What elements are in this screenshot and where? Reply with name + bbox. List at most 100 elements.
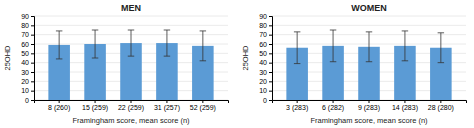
- tick-label: 31 (257): [154, 104, 180, 112]
- tick-mark: [31, 25, 34, 26]
- tick-label: 60: [259, 41, 267, 48]
- tick-mark: [269, 16, 272, 17]
- x-axis-title: Framingham score, mean score (n): [310, 116, 428, 125]
- tick-mark: [31, 100, 34, 101]
- tick-mark: [269, 72, 272, 73]
- tick-label: 90: [21, 13, 29, 20]
- tick-label: 30: [259, 69, 267, 76]
- tick: 52 (259): [190, 100, 216, 112]
- tick-label: 15 (259): [82, 104, 108, 112]
- tick-mark: [404, 100, 405, 103]
- tick-mark: [269, 91, 272, 92]
- error-bar: [402, 31, 408, 61]
- tick: 30: [259, 69, 272, 76]
- tick-mark: [31, 81, 34, 82]
- tick: 28 (280): [428, 100, 454, 112]
- tick: 14 (283): [392, 100, 418, 112]
- tick-mark: [369, 100, 370, 103]
- axis-line: [31, 17, 35, 101]
- tick: 8 (260): [48, 100, 70, 112]
- tick: 0: [25, 97, 34, 104]
- grid-line: [272, 25, 466, 26]
- tick-label: 8 (260): [48, 104, 70, 112]
- tick-mark: [31, 35, 34, 36]
- tick: 31 (257): [154, 100, 180, 112]
- error-bar: [200, 31, 206, 61]
- tick-label: 70: [21, 31, 29, 38]
- tick-label: 52 (259): [190, 104, 216, 112]
- tick-label: 6 (282): [322, 104, 344, 112]
- tick-mark: [131, 100, 132, 103]
- tick-mark: [269, 81, 272, 82]
- grid: [272, 16, 466, 100]
- grid-line: [272, 16, 466, 17]
- tick-label: 20: [21, 78, 29, 85]
- tick-label: 22 (259): [118, 104, 144, 112]
- error-bar: [164, 30, 170, 56]
- tick-label: 10: [259, 87, 267, 94]
- tick: 70: [21, 31, 34, 38]
- tick-label: 14 (283): [392, 104, 418, 112]
- tick: 9 (283): [358, 100, 380, 112]
- tick: 60: [259, 41, 272, 48]
- x-axis-title: Framingham score, mean score (n): [72, 116, 190, 125]
- tick: 10: [259, 87, 272, 94]
- y-axis-title: 25OHD: [3, 45, 12, 71]
- tick-mark: [440, 100, 441, 103]
- tick: 3 (283): [286, 100, 308, 112]
- tick-label: 10: [21, 87, 29, 94]
- tick: 30: [21, 69, 34, 76]
- y-axis: 0 10 20 30 40 50 60 70 80 90: [259, 13, 272, 104]
- tick-mark: [31, 16, 34, 17]
- tick-label: 20: [259, 78, 267, 85]
- tick-label: 80: [21, 22, 29, 29]
- tick-mark: [31, 72, 34, 73]
- tick: 15 (259): [82, 100, 108, 112]
- tick-label: 28 (280): [428, 104, 454, 112]
- tick-label: 50: [21, 50, 29, 57]
- tick: 80: [259, 22, 272, 29]
- tick-mark: [202, 100, 203, 103]
- axis-line: [35, 101, 229, 104]
- tick: 22 (259): [118, 100, 144, 112]
- tick-mark: [269, 53, 272, 54]
- tick: 40: [21, 59, 34, 66]
- tick-label: 90: [259, 13, 267, 20]
- axis-line: [273, 101, 467, 104]
- panel: 0 10 20 30 40 50 60 70 80 90 3 (283) 6 (282) 9 (283)…: [241, 3, 467, 125]
- error-bar: [128, 30, 134, 56]
- error-bar: [56, 31, 62, 59]
- tick-mark: [31, 44, 34, 45]
- tick-mark: [95, 100, 96, 103]
- error-bar: [438, 33, 444, 63]
- panel: 0 10 20 30 40 50 60 70 80 90 8 (260) 15 (259) 22 (25…: [3, 3, 229, 125]
- error-bar: [330, 30, 336, 62]
- tick: 90: [21, 13, 34, 20]
- tick-label: 0: [263, 97, 267, 104]
- tick-label: 0: [25, 97, 29, 104]
- error-bar: [92, 30, 98, 58]
- tick: 40: [259, 59, 272, 66]
- tick-mark: [31, 63, 34, 64]
- tick: 50: [259, 50, 272, 57]
- tick: 6 (282): [322, 100, 344, 112]
- tick-mark: [269, 63, 272, 64]
- tick-label: 70: [259, 31, 267, 38]
- tick-label: 3 (283): [286, 104, 308, 112]
- tick-mark: [269, 35, 272, 36]
- tick-mark: [59, 100, 60, 103]
- tick: 80: [21, 22, 34, 29]
- tick: 60: [21, 41, 34, 48]
- marks: [48, 30, 213, 100]
- y-axis: 0 10 20 30 40 50 60 70 80 90: [21, 13, 34, 104]
- marks: [286, 30, 451, 100]
- tick: 10: [21, 87, 34, 94]
- tick-mark: [269, 100, 272, 101]
- x-axis: 3 (283) 6 (282) 9 (283) 14 (283) 28 (280): [273, 100, 467, 112]
- tick: 70: [259, 31, 272, 38]
- y-axis-title: 25OHD: [241, 45, 250, 71]
- tick-label: 50: [259, 50, 267, 57]
- chart-canvas: 0 10 20 30 40 50 60 70 80 90 8 (260) 15 (259) 22 (25…: [0, 0, 474, 128]
- tick: 20: [21, 78, 34, 85]
- tick-label: 40: [21, 59, 29, 66]
